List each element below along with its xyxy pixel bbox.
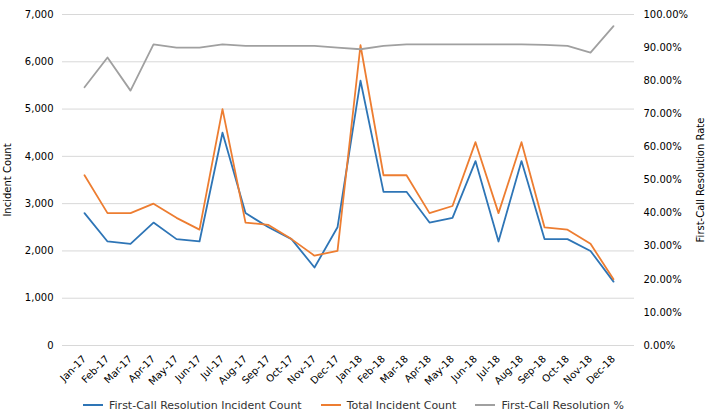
svg-text:Mar-17: Mar-17: [102, 353, 135, 386]
svg-text:1,000: 1,000: [25, 292, 54, 303]
svg-text:7,000: 7,000: [25, 9, 54, 20]
svg-text:Aug-17: Aug-17: [216, 353, 250, 387]
svg-text:4,000: 4,000: [25, 151, 54, 162]
svg-text:0: 0: [47, 340, 53, 351]
svg-text:Jun-18: Jun-18: [448, 353, 479, 384]
svg-text:2,000: 2,000: [25, 245, 54, 256]
svg-text:80.00%: 80.00%: [644, 75, 682, 86]
svg-text:Jun-17: Jun-17: [172, 353, 203, 384]
svg-text:Sep-17: Sep-17: [239, 353, 273, 386]
svg-text:Nov-18: Nov-18: [561, 353, 595, 387]
html-text:First-Call Resolution Incident: First-Call Resolution Incident Count: [109, 398, 302, 412]
svg-text:50.00%: 50.00%: [644, 174, 682, 185]
svg-text:Jul-18: Jul-18: [474, 353, 503, 382]
svg-text:Dec-17: Dec-17: [308, 353, 341, 386]
svg-text:Incident Count: Incident Count: [2, 143, 13, 216]
svg-text:3,000: 3,000: [25, 198, 54, 209]
svg-text:20.00%: 20.00%: [644, 274, 682, 285]
svg-text:Apr-17: Apr-17: [126, 353, 158, 385]
svg-text:Jan-18: Jan-18: [333, 353, 365, 384]
svg-text:Apr-18: Apr-18: [402, 353, 434, 385]
svg-text:Jul-17: Jul-17: [198, 353, 227, 382]
svg-text:First-Call Resolution Rate: First-Call Resolution Rate: [695, 118, 706, 243]
svg-text:Sep-18: Sep-18: [515, 353, 549, 386]
svg-text:5,000: 5,000: [25, 103, 54, 114]
svg-text:10.00%: 10.00%: [644, 307, 682, 318]
svg-text:90.00%: 90.00%: [644, 42, 682, 53]
svg-text:Mar-18: Mar-18: [378, 353, 411, 386]
svg-text:May-17: May-17: [146, 353, 180, 387]
svg-text:6,000: 6,000: [25, 56, 54, 67]
svg-text:Nov-17: Nov-17: [285, 353, 319, 387]
svg-text:Aug-18: Aug-18: [492, 353, 526, 387]
svg-text:Feb-18: Feb-18: [355, 353, 388, 386]
svg-text:Oct-17: Oct-17: [263, 353, 296, 385]
svg-text:Jan-17: Jan-17: [57, 353, 89, 384]
svg-text:40.00%: 40.00%: [644, 207, 682, 218]
html-text:Total Incident Count: Total Incident Count: [346, 398, 457, 412]
svg-text:30.00%: 30.00%: [644, 240, 682, 251]
svg-text:0.00%: 0.00%: [644, 340, 676, 351]
svg-text:Feb-17: Feb-17: [79, 353, 112, 386]
html-text:First-Call Resolution %: First-Call Resolution %: [501, 398, 624, 412]
svg-text:May-18: May-18: [422, 353, 456, 387]
svg-text:100.00%: 100.00%: [644, 9, 689, 20]
svg-text:60.00%: 60.00%: [644, 141, 682, 152]
svg-text:70.00%: 70.00%: [644, 108, 682, 119]
svg-text:Dec-18: Dec-18: [584, 353, 617, 386]
svg-text:Oct-18: Oct-18: [539, 353, 572, 385]
